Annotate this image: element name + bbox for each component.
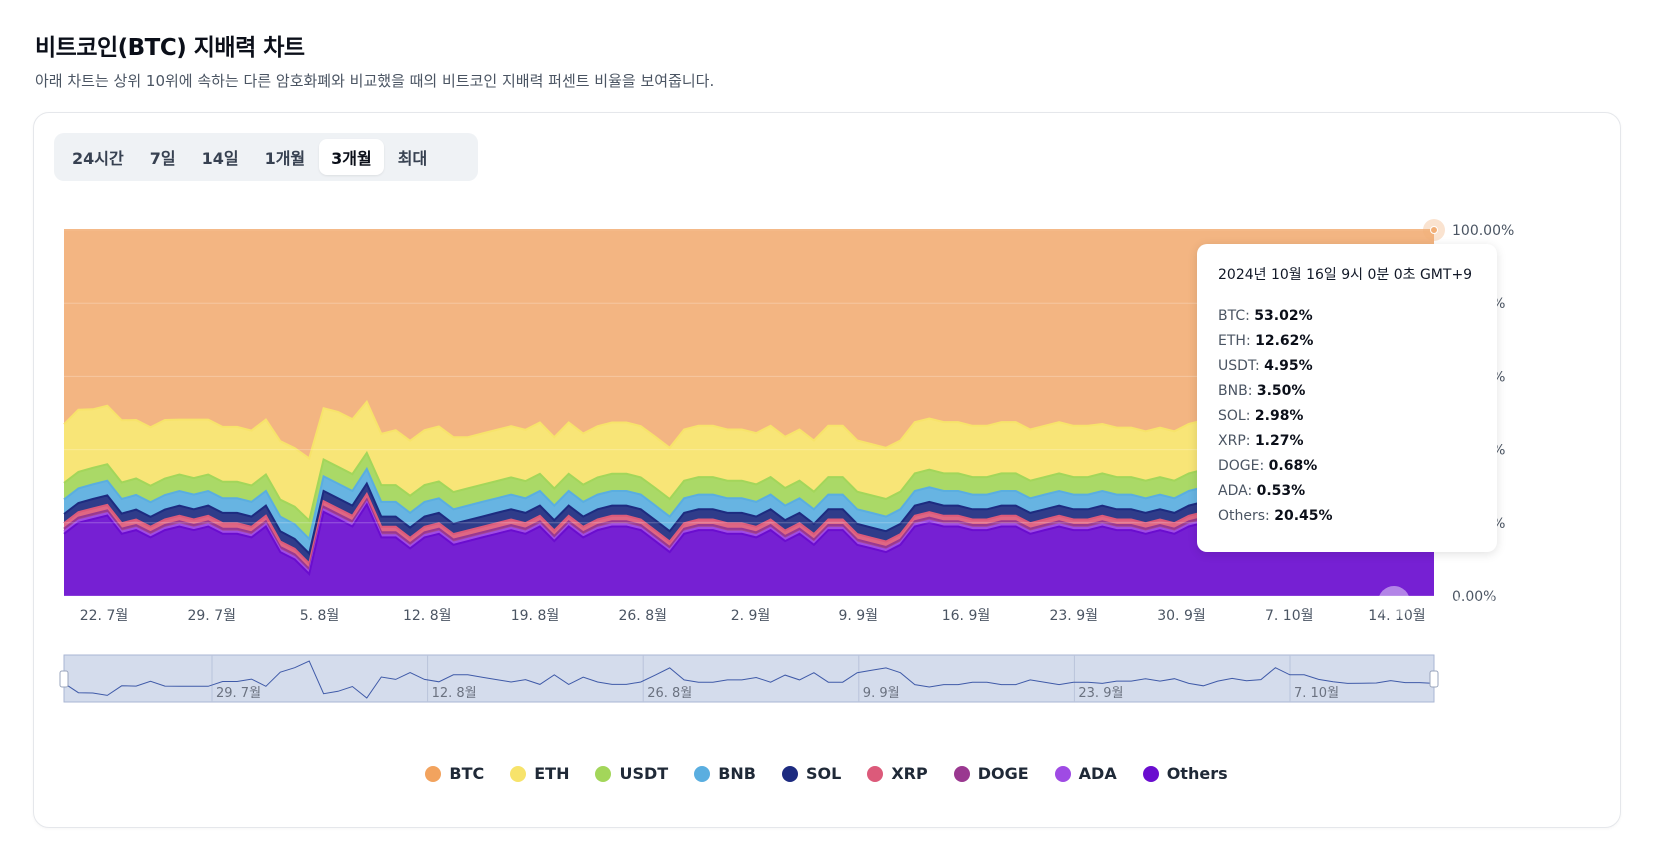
- x-tick-label: 29. 7월: [187, 608, 236, 624]
- tooltip-row-sol: SOL: 2.98%: [1218, 408, 1304, 424]
- x-tick-label: 7. 10월: [1265, 608, 1314, 624]
- x-tick-label: 5. 8월: [300, 608, 340, 624]
- legend-dot: [781, 765, 798, 782]
- y-tick-label: 0.00%: [1452, 589, 1496, 605]
- navigator-handle-right: [1429, 670, 1439, 688]
- tooltip-date: 2024년 10월 16일 9시 0분 0초 GMT+9: [1218, 267, 1473, 283]
- stacked-areas: [63, 229, 1435, 596]
- tooltip-row-usdt: USDT: 4.95%: [1218, 358, 1313, 374]
- x-tick-label: 2. 9월: [731, 608, 771, 624]
- area-others: [64, 504, 1434, 596]
- legend-dot: [694, 765, 711, 782]
- legend-dot: [867, 765, 884, 782]
- tab-7d[interactable]: 7일: [149, 149, 176, 168]
- area-bnb: [64, 469, 1434, 554]
- navigator-tick-label: 26. 8월: [647, 686, 692, 701]
- tab-1m[interactable]: 1개월: [264, 149, 306, 168]
- tab-3m[interactable]: 3개월: [319, 139, 384, 175]
- x-tick-label: 19. 8월: [511, 608, 560, 624]
- x-tick-label: 30. 9월: [1157, 608, 1206, 624]
- navigator-tick-label: 9. 9월: [863, 686, 900, 701]
- chart-legend: BTC ETH USDT BNB SOL XRP DOGE ADA Others: [0, 764, 1653, 783]
- legend-item-usdt[interactable]: USDT: [595, 764, 668, 783]
- legend-item-sol[interactable]: SOL: [781, 764, 841, 783]
- gridlines: [64, 229, 1434, 597]
- navigator-tick-label: 7. 10월: [1294, 686, 1339, 701]
- x-tick-label: 14. 10월: [1368, 608, 1425, 624]
- area-sol: [64, 483, 1434, 564]
- area-btc: [64, 230, 1434, 459]
- coingecko-logo-icon: [1378, 586, 1410, 618]
- x-tick-label: 23. 9월: [1049, 608, 1098, 624]
- tab-14d[interactable]: 14일: [201, 149, 239, 168]
- legend-item-bnb[interactable]: BNB: [694, 764, 756, 783]
- tooltip-row-doge: DOGE: 0.68%: [1218, 458, 1318, 474]
- tooltip-row-btc: BTC: 53.02%: [1218, 308, 1313, 324]
- legend-dot: [1054, 765, 1071, 782]
- page-subtitle: 아래 차트는 상위 10위에 속하는 다른 암호화폐와 비교했을 때의 비트코인…: [35, 72, 715, 90]
- area-usdt: [64, 452, 1434, 539]
- tooltip-row-others: Others: 20.45%: [1218, 508, 1333, 524]
- navigator-line: [63, 660, 1435, 699]
- x-tick-label: 26. 8월: [618, 608, 667, 624]
- navigator-tick-label: 23. 9월: [1078, 686, 1123, 701]
- legend-item-others[interactable]: Others: [1142, 764, 1228, 783]
- x-tick-label: 16. 9월: [942, 608, 991, 624]
- navigator-tick-label: 29. 7월: [216, 686, 261, 701]
- chart-tooltip: 2024년 10월 16일 9시 0분 0초 GMT+9 BTC: 53.02%…: [1197, 244, 1497, 552]
- x-tick-label: 12. 8월: [403, 608, 452, 624]
- tab-max[interactable]: 최대: [397, 149, 428, 168]
- y-tick-label: 100.00%: [1452, 223, 1514, 239]
- tooltip-row-ada: ADA: 0.53%: [1218, 483, 1306, 499]
- tooltip-row-eth: ETH: 12.62%: [1218, 333, 1314, 349]
- marker-dot-btc: [1430, 226, 1438, 234]
- legend-item-eth[interactable]: ETH: [510, 764, 569, 783]
- legend-item-xrp[interactable]: XRP: [867, 764, 928, 783]
- legend-item-doge[interactable]: DOGE: [953, 764, 1029, 783]
- x-tick-label: 9. 9월: [838, 608, 878, 624]
- tab-24h[interactable]: 24시간: [72, 149, 124, 168]
- page-title: 비트코인(BTC) 지배력 차트: [35, 35, 305, 61]
- x-axis-labels: 22. 7월 29. 7월 5. 8월 12. 8월 19. 8월 26. 8월 2. 9월…: [80, 608, 1426, 624]
- navigator-tick-label: 12. 8월: [432, 686, 477, 701]
- legend-dot: [510, 765, 527, 782]
- timeframe-tabs: 24시간 7일 14일 1개월 3개월 최대: [54, 133, 478, 181]
- legend-dot: [953, 765, 970, 782]
- legend-dot: [1142, 765, 1159, 782]
- legend-dot: [595, 765, 612, 782]
- watermark-text: CoinGecko: [1416, 592, 1511, 612]
- x-tick-label: 22. 7월: [80, 608, 129, 624]
- navigator-handle-left: [59, 670, 69, 688]
- coingecko-watermark: CoinGecko: [1378, 586, 1510, 618]
- range-navigator: 29. 7월 12. 8월 26. 8월 9. 9월 23. 9월 7. 10월: [59, 654, 1439, 703]
- legend-item-btc[interactable]: BTC: [425, 764, 484, 783]
- legend-dot: [425, 765, 442, 782]
- tooltip-row-xrp: XRP: 1.27%: [1218, 433, 1304, 449]
- tooltip-row-bnb: BNB: 3.50%: [1218, 383, 1306, 399]
- legend-item-ada[interactable]: ADA: [1054, 764, 1117, 783]
- area-eth: [64, 401, 1434, 521]
